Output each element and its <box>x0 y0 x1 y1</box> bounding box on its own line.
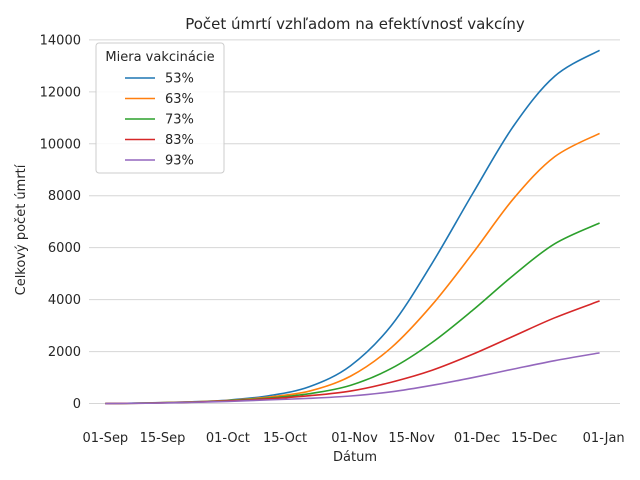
legend-label: 73% <box>165 113 194 128</box>
x-tick-label: 01-Dec <box>454 431 500 446</box>
series-line-83-pct <box>105 300 600 405</box>
legend-label: 53% <box>165 72 194 87</box>
series-layer <box>105 49 600 405</box>
legend-label: 83% <box>165 133 194 148</box>
x-tick-label: 01-Sep <box>82 431 128 446</box>
x-tick-label: 01-Jan <box>583 431 625 446</box>
y-tick-label: 14000 <box>40 33 81 48</box>
legend-box <box>95 42 225 174</box>
y-tick-label: 10000 <box>40 137 81 152</box>
chart-title: Počet úmrtí vzhľadom na efektívnosť vakc… <box>185 15 525 33</box>
x-tick-label: 01-Nov <box>331 431 378 446</box>
y-tick-label: 0 <box>73 397 81 412</box>
x-axis-label: Dátum <box>333 450 377 465</box>
legend: Miera vakcinácie 53% 63% 73% 83% 93% <box>95 42 225 174</box>
y-tick-label: 6000 <box>48 241 81 256</box>
y-tick-label: 12000 <box>40 85 81 100</box>
y-tick-label: 2000 <box>48 345 81 360</box>
x-tick-label: 01-Oct <box>206 431 250 446</box>
series-line-63-pct <box>105 132 600 405</box>
x-tick-label: 15-Sep <box>140 431 186 446</box>
y-tick-label: 8000 <box>48 189 81 204</box>
series-line-73-pct <box>105 222 600 405</box>
x-tick-label: 15-Oct <box>263 431 307 446</box>
x-tick-label: 15-Dec <box>511 431 557 446</box>
y-axis-label: Celkový počet úmrtí <box>14 164 29 295</box>
x-tick-label: 15-Nov <box>388 431 435 446</box>
y-tick-label: 4000 <box>48 293 81 308</box>
legend-label: 93% <box>165 154 194 169</box>
series-line-93-pct <box>105 352 600 405</box>
legend-label: 63% <box>165 92 194 107</box>
legend-title: Miera vakcinácie <box>105 50 214 65</box>
x-axis: 01-Sep 15-Sep 01-Oct 15-Oct 01-Nov 15-Nov 01-D… <box>82 431 624 446</box>
legend-items: 53% 63% 73% 83% 93% <box>125 72 194 169</box>
y-axis: 0 2000 4000 6000 8000 10000 12000 14000 <box>40 33 81 412</box>
